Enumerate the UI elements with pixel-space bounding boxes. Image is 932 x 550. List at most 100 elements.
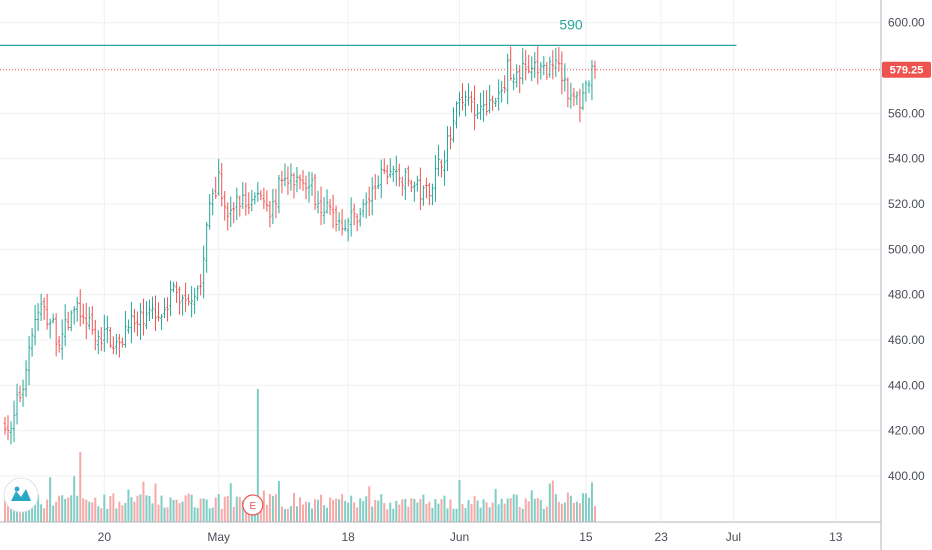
candle[interactable] [440,159,443,178]
candle[interactable] [24,360,28,398]
candle[interactable] [33,304,37,346]
candle[interactable] [349,197,353,237]
candle[interactable] [232,201,236,224]
candle[interactable] [385,164,389,185]
candle[interactable] [199,273,202,296]
candle[interactable] [81,303,85,325]
candle[interactable] [388,158,392,178]
candle[interactable] [407,165,410,187]
candle[interactable] [109,327,112,349]
candle[interactable] [431,183,434,206]
candle[interactable] [27,335,31,386]
candle[interactable] [512,73,515,91]
candle[interactable] [90,305,94,335]
candle[interactable] [370,177,374,216]
candle[interactable] [124,310,127,348]
candle[interactable] [6,415,10,441]
candle[interactable] [584,80,588,102]
candle[interactable] [226,202,230,231]
candle[interactable] [184,282,187,313]
candle[interactable] [473,85,476,131]
candle[interactable] [211,188,214,216]
candle[interactable] [476,103,479,119]
candle[interactable] [346,217,350,242]
candle[interactable] [328,199,332,215]
candle[interactable] [307,171,311,203]
candle[interactable] [259,190,263,201]
candle[interactable] [163,297,166,319]
candle[interactable] [572,87,576,107]
candle[interactable] [154,295,157,332]
candle[interactable] [545,62,549,80]
candle[interactable] [145,301,148,330]
candle[interactable] [488,84,491,114]
candle[interactable] [521,47,525,85]
candle[interactable] [361,198,365,218]
candle[interactable] [229,196,233,227]
candle[interactable] [193,287,196,315]
candle[interactable] [382,158,386,174]
candle[interactable] [503,75,506,94]
candle[interactable] [190,285,193,318]
candle[interactable] [250,189,254,212]
candle[interactable] [87,306,91,330]
candle[interactable] [515,64,518,88]
candle[interactable] [557,46,561,72]
candle[interactable] [75,297,79,322]
candle[interactable] [235,187,239,221]
candle[interactable] [115,333,118,355]
candle[interactable] [244,182,248,216]
candle[interactable] [247,192,251,214]
earnings-marker[interactable]: E [242,494,264,516]
candle[interactable] [313,173,317,211]
candle[interactable] [94,319,97,351]
candle[interactable] [12,400,16,443]
candle[interactable] [542,55,546,76]
candle[interactable] [340,209,344,236]
time-axis[interactable]: 20 May 18 Jun 15 23 Jul 13 [98,530,843,544]
candle[interactable] [84,302,88,340]
candle[interactable] [103,314,106,352]
candle[interactable] [48,318,52,339]
candle[interactable] [569,82,573,109]
candle[interactable] [181,294,184,316]
candle[interactable] [455,101,458,129]
candle[interactable] [36,303,40,332]
candle[interactable] [280,170,284,194]
candle[interactable] [3,416,7,435]
candle[interactable] [151,296,154,319]
candle[interactable] [404,168,407,201]
candle[interactable] [446,126,449,172]
candle[interactable] [470,91,473,113]
candle[interactable] [325,189,329,214]
chart-drawings[interactable]: 590 [0,16,881,71]
candle[interactable] [563,63,567,92]
candle[interactable] [21,379,25,407]
candle[interactable] [208,194,211,230]
candle[interactable] [422,185,425,206]
candle[interactable] [301,170,305,191]
candle[interactable] [69,310,73,332]
candle[interactable] [527,54,531,74]
candle[interactable] [343,219,347,232]
candle[interactable] [485,90,488,116]
candle[interactable] [530,56,534,82]
candle[interactable] [364,192,368,219]
candle[interactable] [205,221,208,273]
candle[interactable] [39,293,43,321]
candle[interactable] [560,51,564,95]
candle[interactable] [175,281,178,303]
candle[interactable] [15,383,19,425]
candle[interactable] [491,95,494,111]
candle[interactable] [461,83,464,111]
candle[interactable] [139,302,142,340]
candle[interactable] [172,281,175,293]
candle[interactable] [196,285,199,301]
candle[interactable] [416,175,419,192]
candle[interactable] [590,60,594,101]
candle[interactable] [419,167,422,211]
tradingview-logo-icon[interactable] [3,477,39,513]
candle[interactable] [334,205,338,232]
